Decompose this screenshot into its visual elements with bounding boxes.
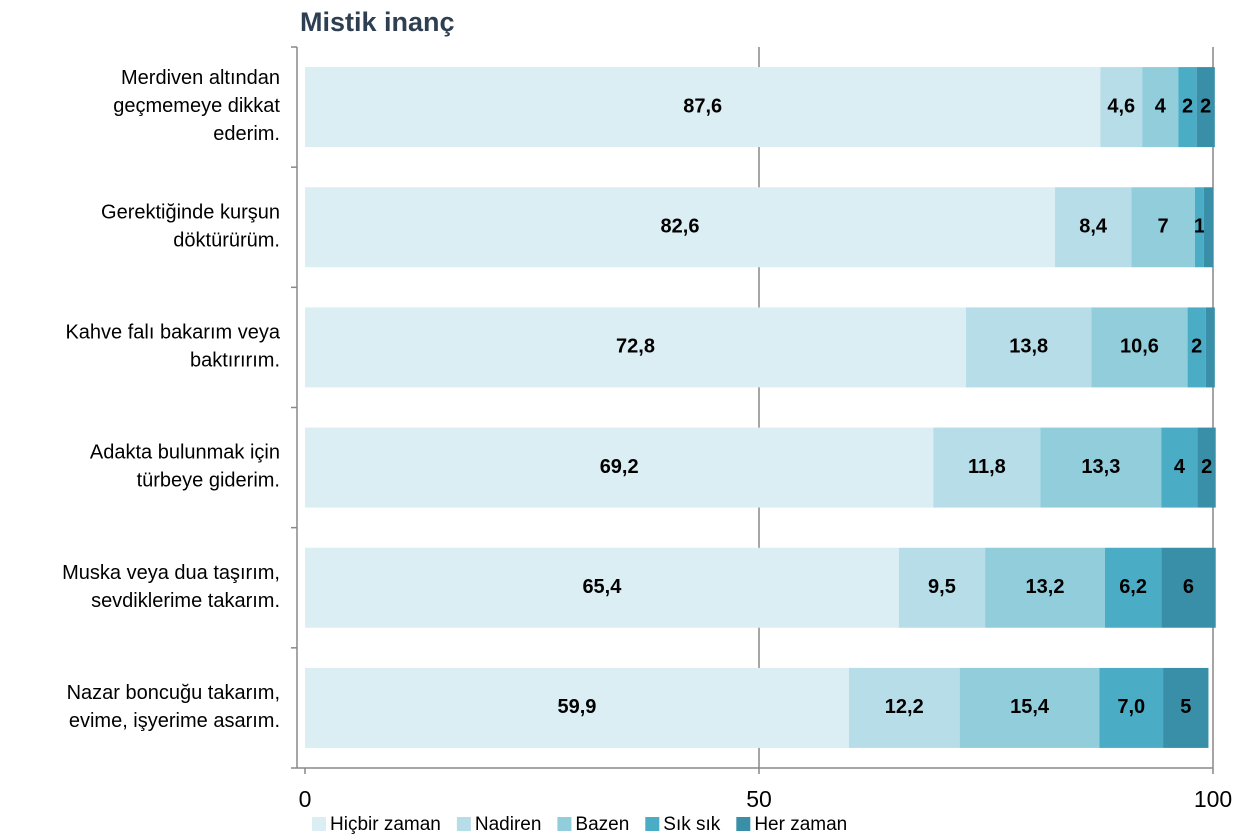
data-label: 13,8	[1009, 336, 1048, 358]
data-label: 65,4	[582, 576, 622, 598]
data-label: 87,6	[683, 95, 722, 117]
y-tick-label-line: ederim.	[213, 123, 280, 145]
y-tick-label: Nazar boncuğu takarım, evime, işyerime as…	[67, 682, 280, 732]
y-tick-label-line: Nazar boncuğu takarım,	[67, 682, 280, 704]
x-tick-label: 50	[746, 786, 772, 812]
data-label: 59,9	[557, 696, 596, 718]
data-label: 69,2	[600, 456, 639, 478]
data-label: 8,4	[1079, 216, 1108, 238]
data-label: 2	[1200, 95, 1211, 117]
y-tick-label-line: geçmemeye dikkat	[113, 95, 280, 117]
data-label: 4,6	[1107, 95, 1135, 117]
data-label: 2	[1191, 336, 1202, 358]
data-label: 12,2	[885, 696, 924, 718]
data-label: 4	[1174, 456, 1186, 478]
data-label: 2	[1201, 456, 1212, 478]
legend-label: Her zaman	[754, 814, 847, 835]
data-label: 72,8	[616, 336, 655, 358]
legend-swatch	[736, 817, 751, 831]
data-label: 11,8	[968, 456, 1006, 478]
bar-segment	[1161, 547, 1216, 628]
bar-segment	[1142, 67, 1179, 148]
y-tick-label-line: sevdiklerime takarım.	[91, 590, 280, 612]
y-tick-label-line: türbeye giderim.	[137, 470, 280, 492]
bar-segment	[1131, 187, 1195, 268]
bar-segment	[1040, 427, 1162, 508]
legend-swatch	[312, 817, 326, 831]
bar-segment	[1161, 427, 1198, 508]
y-tick-label: Adakta bulunmak için türbeye giderim.	[90, 442, 280, 492]
bar-segment	[933, 427, 1041, 508]
data-label: 6,2	[1119, 576, 1147, 598]
legend-label: Bazen	[575, 814, 629, 835]
data-label: 10,6	[1120, 336, 1159, 358]
data-label: 82,6	[661, 216, 700, 238]
bar-segment	[1099, 667, 1164, 748]
y-tick-label-line: Gerektiğinde kurşun	[101, 202, 280, 224]
data-label: 13,3	[1081, 456, 1120, 478]
data-label: 13,2	[1026, 576, 1065, 598]
bar-segment	[1196, 67, 1215, 148]
legend-swatch	[456, 817, 471, 831]
data-label: 7	[1157, 216, 1168, 238]
bar-segment	[1055, 187, 1132, 268]
y-tick-label-line: Muska veya dua taşırım,	[62, 562, 280, 584]
chart-title: Mistik inanç	[300, 7, 455, 37]
bar-segment	[1178, 67, 1197, 148]
bar-segment	[898, 547, 986, 628]
bar-segment	[1187, 307, 1206, 388]
data-label: 4	[1155, 95, 1167, 117]
y-tick-label: Muska veya dua taşırım, sevdiklerime taka…	[62, 562, 280, 612]
bar-segment	[1104, 547, 1162, 628]
legend-label: Sık sık	[663, 814, 721, 835]
bar-segment	[959, 667, 1100, 748]
data-label: 9,5	[928, 576, 956, 598]
y-tick-label-line: evime, işyerime asarım.	[69, 710, 280, 732]
y-tick-label: Gerektiğinde kurşun döktürürüm.	[101, 202, 280, 252]
data-label: 15,4	[1010, 696, 1050, 718]
bar-segment	[1203, 187, 1213, 268]
legend-label: Nadiren	[475, 814, 542, 835]
bar-segment	[848, 667, 960, 748]
data-label: 7,0	[1117, 696, 1145, 718]
bar-segment	[305, 67, 1101, 148]
y-tick-label-line: Adakta bulunmak için	[90, 442, 280, 464]
bar-segment	[305, 547, 899, 628]
y-tick-label: Kahve falı bakarım veya baktırırım.	[65, 322, 280, 372]
y-tick-label-line: Kahve falı bakarım veya	[65, 322, 280, 344]
bar-segment	[985, 547, 1105, 628]
legend-swatch	[645, 817, 660, 831]
data-label: 1	[1194, 216, 1205, 238]
bar-segment	[305, 187, 1056, 268]
data-label: 6	[1183, 576, 1194, 598]
bar-segment	[1091, 307, 1188, 388]
x-tick-label: 100	[1194, 786, 1232, 812]
y-tick-label-line: döktürürüm.	[173, 230, 280, 252]
data-label: 2	[1182, 95, 1193, 117]
data-label: 5	[1180, 696, 1191, 718]
bar-segment	[305, 667, 849, 748]
y-tick-label: Merdiven altından geçmemeye dikkat ederim.	[113, 67, 280, 145]
bar-segment	[1197, 427, 1216, 508]
bar-segment	[1163, 667, 1209, 748]
legend-swatch	[557, 817, 572, 831]
bar-segment	[1100, 67, 1143, 148]
bar-segment	[1194, 187, 1204, 268]
bar-segment	[305, 307, 967, 388]
bar-segment	[1205, 307, 1215, 388]
y-tick-label-line: baktırırım.	[190, 350, 280, 372]
y-tick-label-line: Merdiven altından	[121, 67, 280, 89]
bar-segment	[966, 307, 1092, 388]
bar-segment	[305, 427, 934, 508]
legend-label: Hiçbir zaman	[330, 814, 441, 835]
x-tick-label: 0	[299, 786, 312, 812]
